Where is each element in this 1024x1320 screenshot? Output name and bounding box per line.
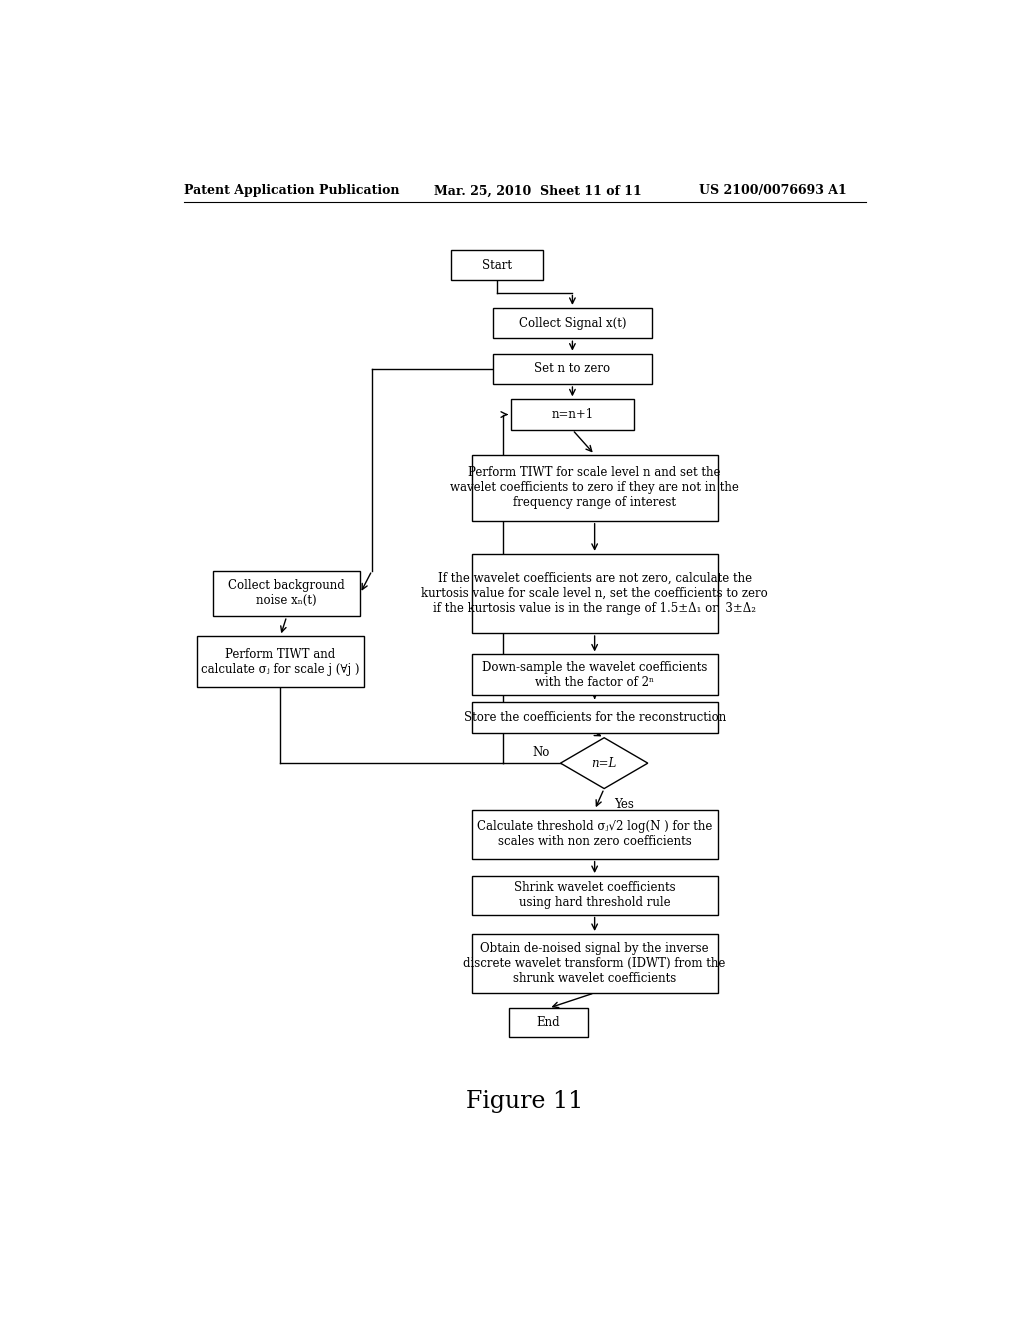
Text: Collect Signal x(t): Collect Signal x(t) bbox=[519, 317, 626, 330]
FancyBboxPatch shape bbox=[472, 810, 718, 859]
FancyBboxPatch shape bbox=[472, 454, 718, 521]
Text: Mar. 25, 2010  Sheet 11 of 11: Mar. 25, 2010 Sheet 11 of 11 bbox=[433, 185, 641, 198]
FancyBboxPatch shape bbox=[472, 554, 718, 634]
Text: If the wavelet coefficients are not zero, calculate the
kurtosis value for scale: If the wavelet coefficients are not zero… bbox=[421, 572, 768, 615]
Text: Perform TIWT for scale level n and set the
wavelet coefficients to zero if they : Perform TIWT for scale level n and set t… bbox=[451, 466, 739, 510]
FancyBboxPatch shape bbox=[494, 308, 652, 338]
FancyBboxPatch shape bbox=[452, 249, 543, 280]
FancyBboxPatch shape bbox=[472, 655, 718, 696]
FancyBboxPatch shape bbox=[197, 636, 364, 686]
Text: No: No bbox=[532, 747, 549, 759]
Text: Yes: Yes bbox=[614, 799, 634, 812]
Text: Shrink wavelet coefficients
using hard threshold rule: Shrink wavelet coefficients using hard t… bbox=[514, 882, 676, 909]
Text: Store the coefficients for the reconstruction: Store the coefficients for the reconstru… bbox=[464, 711, 726, 723]
FancyBboxPatch shape bbox=[213, 570, 360, 616]
Text: Figure 11: Figure 11 bbox=[466, 1090, 584, 1113]
Polygon shape bbox=[560, 738, 648, 788]
Text: Patent Application Publication: Patent Application Publication bbox=[183, 185, 399, 198]
FancyBboxPatch shape bbox=[472, 702, 718, 733]
Text: Collect background
noise xₙ(t): Collect background noise xₙ(t) bbox=[228, 579, 345, 607]
FancyBboxPatch shape bbox=[511, 399, 634, 430]
Text: n=L: n=L bbox=[592, 756, 616, 770]
Text: Set n to zero: Set n to zero bbox=[535, 362, 610, 375]
FancyBboxPatch shape bbox=[494, 354, 652, 384]
Text: n=n+1: n=n+1 bbox=[551, 408, 594, 421]
Text: Start: Start bbox=[482, 259, 512, 272]
Text: End: End bbox=[537, 1016, 560, 1028]
Text: Down-sample the wavelet coefficients
with the factor of 2ⁿ: Down-sample the wavelet coefficients wit… bbox=[482, 661, 708, 689]
FancyBboxPatch shape bbox=[509, 1008, 588, 1036]
Text: US 2100/0076693 A1: US 2100/0076693 A1 bbox=[699, 185, 847, 198]
FancyBboxPatch shape bbox=[472, 876, 718, 915]
Text: Calculate threshold σⱼ√2 log(N ) for the
scales with non zero coefficients: Calculate threshold σⱼ√2 log(N ) for the… bbox=[477, 820, 713, 849]
Text: Perform TIWT and
calculate σⱼ for scale j (∀j ): Perform TIWT and calculate σⱼ for scale … bbox=[201, 648, 359, 676]
Text: Obtain de-noised signal by the inverse
discrete wavelet transform (IDWT) from th: Obtain de-noised signal by the inverse d… bbox=[464, 942, 726, 985]
FancyBboxPatch shape bbox=[472, 935, 718, 993]
